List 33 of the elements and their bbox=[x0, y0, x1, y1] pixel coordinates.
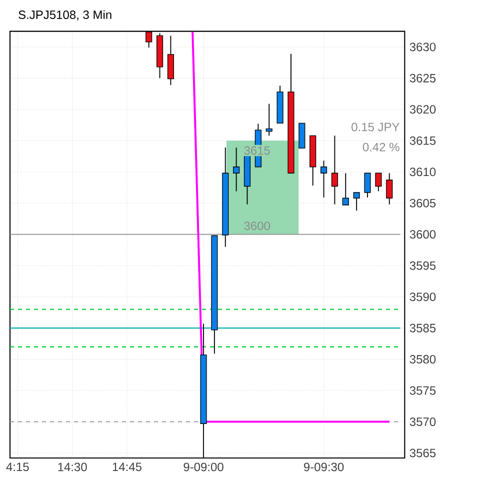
y-tick-label: 3610 bbox=[410, 168, 436, 176]
y-tick-label: 3605 bbox=[410, 198, 436, 208]
candlestick bbox=[364, 172, 371, 198]
candlestick bbox=[375, 172, 382, 192]
y-tick-label: 3630 bbox=[410, 42, 436, 52]
candlestick bbox=[320, 160, 328, 198]
x-tick-label: 9-09:00 bbox=[184, 462, 224, 472]
y-tick-label: 3600 bbox=[410, 230, 436, 239]
y-tick-label: 3615 bbox=[410, 136, 436, 145]
y-tick-label: 3580 bbox=[410, 355, 436, 364]
annotation: 3600 bbox=[244, 222, 270, 230]
y-tick-label: 3590 bbox=[410, 292, 436, 302]
candlestick bbox=[266, 103, 272, 136]
chart-title: S.JPJ5108, 3 Min bbox=[18, 10, 112, 20]
x-tick-label: 14:45 bbox=[112, 462, 142, 472]
y-tick-label: 3620 bbox=[410, 105, 436, 114]
y-tick-label: 3585 bbox=[410, 324, 436, 332]
candlestick bbox=[342, 172, 349, 206]
x-tick-label: 9-09:30 bbox=[304, 462, 344, 472]
x-tick-label: 14:30 bbox=[58, 462, 87, 472]
x-tick-label: 4:15 bbox=[6, 462, 29, 472]
candlestick bbox=[331, 135, 338, 205]
candlestick bbox=[353, 192, 360, 212]
y-tick-label: 3595 bbox=[410, 261, 436, 270]
y-tick-label: 3625 bbox=[410, 74, 436, 82]
y-tick-label: 3565 bbox=[410, 448, 436, 458]
annotation: 0.15 JPY bbox=[352, 122, 400, 132]
annotation: 3615 bbox=[244, 146, 270, 155]
candlestick bbox=[233, 147, 240, 192]
y-tick-label: 3575 bbox=[410, 386, 436, 395]
y-tick-label: 3570 bbox=[410, 418, 436, 426]
annotation: 0.42 % bbox=[362, 142, 400, 152]
candlestick bbox=[386, 172, 393, 205]
